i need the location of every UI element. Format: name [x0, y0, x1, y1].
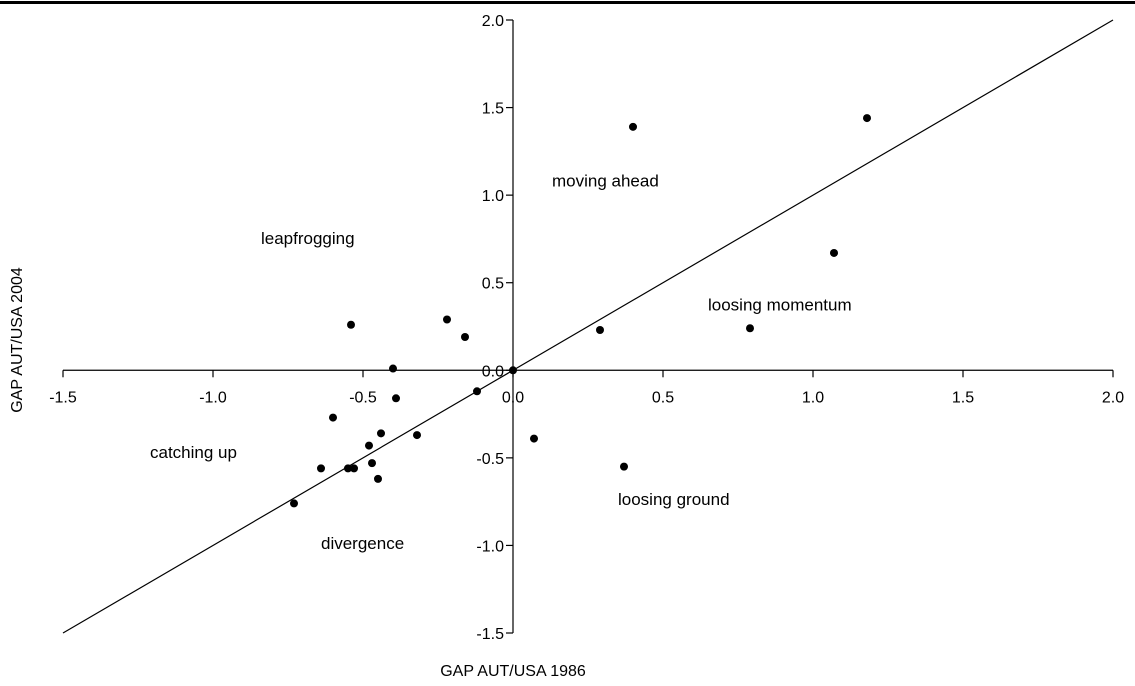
data-point [473, 387, 481, 396]
data-point [509, 366, 517, 375]
data-point [347, 320, 355, 329]
data-point [350, 464, 358, 473]
data-point [620, 462, 628, 471]
data-point [317, 464, 325, 473]
annotation-label: moving ahead [552, 171, 659, 190]
data-point [290, 499, 298, 508]
x-tick-label: 1.0 [802, 389, 824, 406]
data-point [530, 434, 538, 443]
data-point [329, 413, 337, 422]
annotation-label: loosing momentum [708, 296, 852, 315]
data-point [629, 122, 637, 131]
y-tick-label: 0.5 [482, 276, 504, 293]
y-tick-label: 1.0 [482, 188, 504, 205]
quadrant-annotations: moving ahead leapfrogging loosing momentum… [150, 171, 852, 553]
axes [62, 19, 1114, 634]
reference-line [62, 19, 1114, 634]
data-point [830, 248, 838, 257]
data-point [746, 324, 754, 333]
data-point [377, 429, 385, 438]
data-point [368, 459, 376, 468]
data-point [863, 114, 871, 123]
x-tick-labels: -1.5 -1.0 -0.5 0.0 0.5 1.0 1.5 2.0 [49, 389, 1124, 406]
y-axis-title: GAP AUT/USA 2004 [9, 267, 26, 413]
data-point [365, 441, 373, 450]
x-tick-label: 0.5 [652, 389, 674, 406]
annotation-label: divergence [321, 534, 404, 553]
y-tick-label: 1.5 [482, 101, 504, 118]
annotation-label: leapfrogging [261, 229, 355, 248]
data-point [389, 364, 397, 373]
reference-line-group [62, 19, 1114, 634]
data-point [392, 394, 400, 403]
annotation-label: catching up [150, 443, 237, 462]
y-tick-label: -1.5 [476, 626, 504, 643]
x-tick-label: -0.5 [349, 389, 377, 406]
y-tick-label: 0.0 [482, 363, 504, 380]
data-point [374, 474, 382, 483]
data-points [290, 114, 871, 508]
y-tick-label: -0.5 [476, 451, 504, 468]
y-tick-labels: 2.0 1.5 1.0 0.5 0.0 -0.5 -1.0 -1.5 [476, 13, 504, 643]
y-tick-label: -1.0 [476, 538, 504, 555]
data-point [344, 464, 352, 473]
data-point [596, 326, 604, 335]
x-tick-label: -1.0 [199, 389, 227, 406]
x-tick-label: 0.0 [502, 389, 524, 406]
x-tick-label: 2.0 [1102, 389, 1124, 406]
data-point [443, 315, 451, 324]
data-point [413, 431, 421, 440]
x-tick-label: -1.5 [49, 389, 77, 406]
annotation-label: loosing ground [618, 490, 730, 509]
x-tick-label: 1.5 [952, 389, 974, 406]
data-point [461, 333, 469, 342]
y-tick-label: 2.0 [482, 13, 504, 30]
x-axis-title: GAP AUT/USA 1986 [440, 663, 586, 680]
